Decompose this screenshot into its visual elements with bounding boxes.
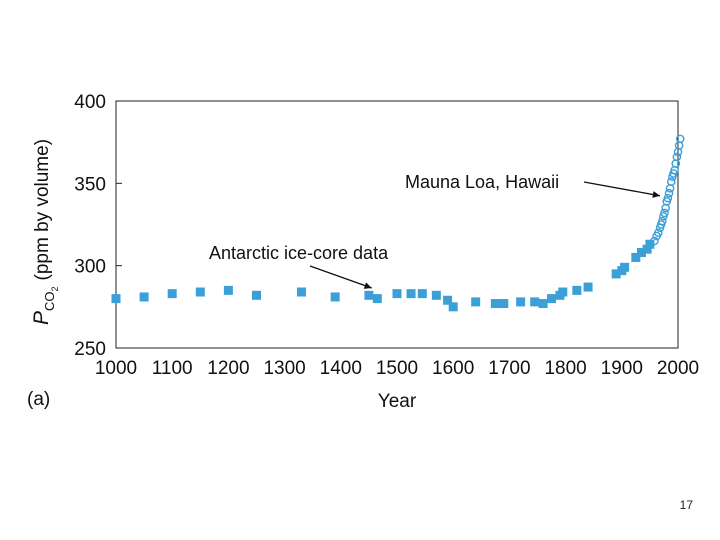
x-tick-label: 1600: [432, 358, 474, 379]
mauna-loa-point: [672, 152, 682, 162]
y-axis-subscript: CO: [42, 291, 57, 311]
y-tick-label: 300: [74, 257, 106, 278]
x-tick-label: 1700: [488, 358, 530, 379]
annotation-arrow: [309, 265, 372, 289]
annotation-arrowhead: [363, 282, 372, 289]
y-tick-label: 350: [74, 174, 106, 195]
ice-core-point: [296, 287, 306, 297]
mauna-loa-point: [660, 208, 669, 218]
x-axis-label: Year: [378, 391, 417, 412]
y-axis-label: PCO2 (ppm by volume): [30, 139, 60, 325]
x-tick-label: 1200: [207, 358, 249, 379]
ice-core-point: [516, 297, 526, 307]
x-tick-label: 2000: [657, 358, 699, 379]
ice-core-point: [611, 269, 621, 279]
ice-core-point: [538, 299, 548, 309]
annotation-arrow: [583, 181, 661, 197]
ice-core-point: [572, 285, 582, 295]
annotation-arrowhead: [652, 191, 661, 198]
mauna-loa-point: [664, 188, 674, 198]
ice-core-point: [645, 239, 655, 249]
ice-core-point: [631, 252, 641, 262]
ice-core-point: [252, 290, 261, 300]
ice-core-point: [530, 297, 540, 307]
ice-core-point: [372, 294, 382, 304]
panel-label: (a): [27, 389, 51, 410]
page-number: 17: [679, 498, 693, 512]
svg-text:PCO2(ppm by volume): PCO2 (ppm by volume): [30, 139, 60, 325]
ice-core-point: [431, 290, 441, 300]
ice-core-point: [392, 289, 402, 299]
ice-core-point: [111, 294, 121, 304]
ice-core-point: [490, 299, 500, 309]
x-tick-label: 1400: [320, 358, 362, 379]
axis-ticks: 1000 1100 1200 1300 1400 1500 1600 1700 1800 1900…: [74, 92, 699, 379]
ice-core-point: [547, 294, 557, 304]
annotation-label: Antarctic ice-core data: [209, 243, 389, 263]
ice-core-point: [223, 285, 233, 295]
mauna-loa-point: [650, 236, 659, 246]
ice-core-point: [443, 295, 453, 305]
x-tick-label: 1000: [95, 358, 137, 379]
x-tick-label: 1900: [601, 358, 643, 379]
mauna-loa-point: [654, 228, 663, 238]
ice-core-point: [636, 247, 646, 257]
y-axis-sub-subscript: 2: [50, 286, 60, 291]
mauna-loa-point: [675, 134, 685, 144]
ice-core-point: [620, 262, 630, 272]
ice-core-point: [448, 302, 458, 312]
data-marks: [111, 134, 685, 312]
mauna-loa-point: [663, 193, 673, 203]
ice-core-point: [471, 297, 481, 307]
ice-core-point: [195, 287, 205, 297]
ice-core-point: [139, 292, 149, 302]
ice-core-point: [558, 287, 568, 297]
ice-core-point: [406, 289, 416, 299]
ice-core-point: [417, 289, 427, 299]
x-tick-label: 1500: [376, 358, 418, 379]
ice-core-point: [364, 290, 374, 300]
y-tick-label: 250: [74, 339, 106, 360]
y-axis-symbol: P: [30, 311, 53, 325]
x-tick-label: 1300: [263, 358, 305, 379]
y-axis-units: (ppm by volume): [32, 139, 53, 281]
ice-core-point: [499, 299, 509, 309]
plot-area: [115, 100, 679, 349]
mauna-loa-point: [666, 177, 676, 186]
ice-core-point: [642, 244, 652, 254]
annotation-label: Mauna Loa, Hawaii: [405, 172, 559, 192]
y-tick-label: 400: [74, 92, 106, 113]
ice-core-point: [330, 292, 340, 302]
ice-core-point: [583, 282, 593, 292]
x-tick-label: 1800: [544, 358, 586, 379]
mauna-loa-point: [657, 216, 667, 226]
ice-core-point: [167, 289, 177, 299]
annotations: Antarctic ice-core data Mauna Loa, Hawaii: [209, 172, 661, 289]
x-tick-label: 1100: [152, 358, 193, 379]
